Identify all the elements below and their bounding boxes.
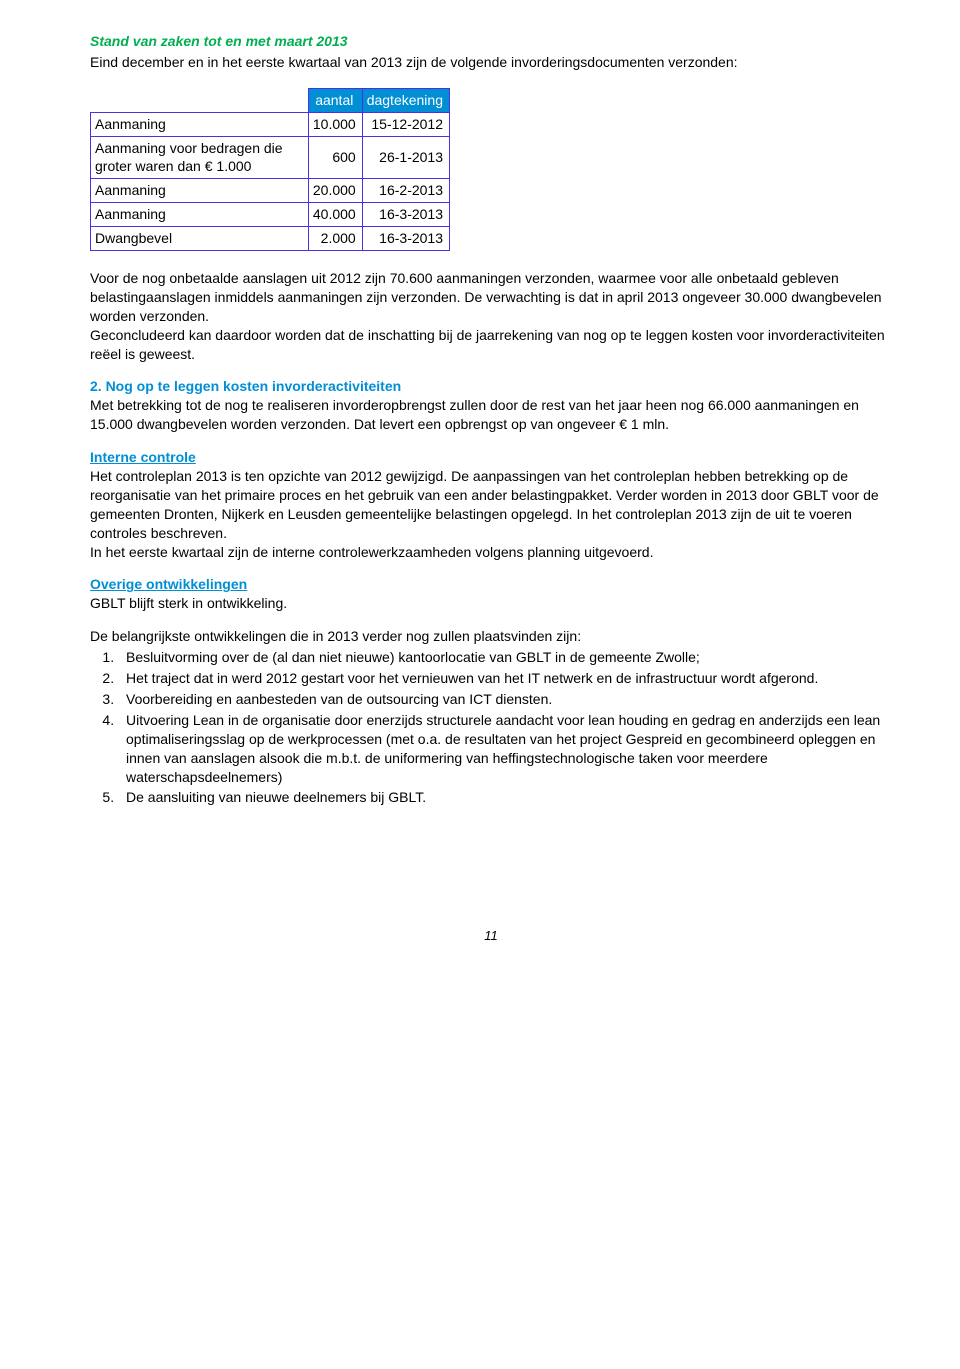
para-text: Geconcludeerd kan daardoor worden dat de…: [90, 327, 885, 362]
table-row: Aanmaning 20.000 16-2-2013: [91, 179, 450, 203]
developments-list: Besluitvorming over de (al dan niet nieu…: [90, 648, 892, 807]
section-title: Stand van zaken tot en met maart 2013: [90, 32, 892, 51]
section-block: Interne controle Het controleplan 2013 i…: [90, 448, 892, 561]
section-heading: Interne controle: [90, 448, 892, 467]
table-empty-cell: [91, 88, 309, 112]
row-label: Aanmaning voor bedragen die groter waren…: [91, 136, 309, 179]
table-header-aantal: aantal: [308, 88, 362, 112]
row-label: Aanmaning: [91, 112, 309, 136]
section-body: In het eerste kwartaal zijn de interne c…: [90, 544, 653, 560]
section-heading: 2. Nog op te leggen kosten invorderactiv…: [90, 377, 892, 396]
section-body: Met betrekking tot de nog te realiseren …: [90, 396, 892, 434]
row-label: Dwangbevel: [91, 227, 309, 251]
row-date: 16-3-2013: [362, 203, 449, 227]
list-item: Uitvoering Lean in de organisatie door e…: [118, 711, 892, 787]
table-row: Dwangbevel 2.000 16-3-2013: [91, 227, 450, 251]
list-item: Voorbereiding en aanbesteden van de outs…: [118, 690, 892, 709]
table-row: Aanmaning 10.000 15-12-2012: [91, 112, 450, 136]
invordering-table: aantal dagtekening Aanmaning 10.000 15-1…: [90, 88, 450, 251]
row-aantal: 2.000: [308, 227, 362, 251]
section-block: Overige ontwikkelingen GBLT blijft sterk…: [90, 575, 892, 613]
row-aantal: 20.000: [308, 179, 362, 203]
page-number: 11: [90, 927, 892, 945]
row-date: 15-12-2012: [362, 112, 449, 136]
paragraph-block: Voor de nog onbetaalde aanslagen uit 201…: [90, 269, 892, 363]
table-row: Aanmaning 40.000 16-3-2013: [91, 203, 450, 227]
section-heading: Overige ontwikkelingen: [90, 575, 892, 594]
intro-text: Eind december en in het eerste kwartaal …: [90, 53, 892, 72]
row-aantal: 40.000: [308, 203, 362, 227]
section-body: Het controleplan 2013 is ten opzichte va…: [90, 468, 879, 541]
para-text: Voor de nog onbetaalde aanslagen uit 201…: [90, 270, 882, 324]
row-date: 16-2-2013: [362, 179, 449, 203]
row-label: Aanmaning: [91, 179, 309, 203]
row-label: Aanmaning: [91, 203, 309, 227]
section-block: 2. Nog op te leggen kosten invorderactiv…: [90, 377, 892, 434]
list-item: Het traject dat in werd 2012 gestart voo…: [118, 669, 892, 688]
list-item: Besluitvorming over de (al dan niet nieu…: [118, 648, 892, 667]
list-item: De aansluiting van nieuwe deelnemers bij…: [118, 788, 892, 807]
row-aantal: 600: [308, 136, 362, 179]
row-aantal: 10.000: [308, 112, 362, 136]
section-intro: GBLT blijft sterk in ontwikkeling.: [90, 594, 892, 613]
row-date: 16-3-2013: [362, 227, 449, 251]
list-lead: De belangrijkste ontwikkelingen die in 2…: [90, 627, 892, 646]
table-row: Aanmaning voor bedragen die groter waren…: [91, 136, 450, 179]
table-header-dagtekening: dagtekening: [362, 88, 449, 112]
row-date: 26-1-2013: [362, 136, 449, 179]
